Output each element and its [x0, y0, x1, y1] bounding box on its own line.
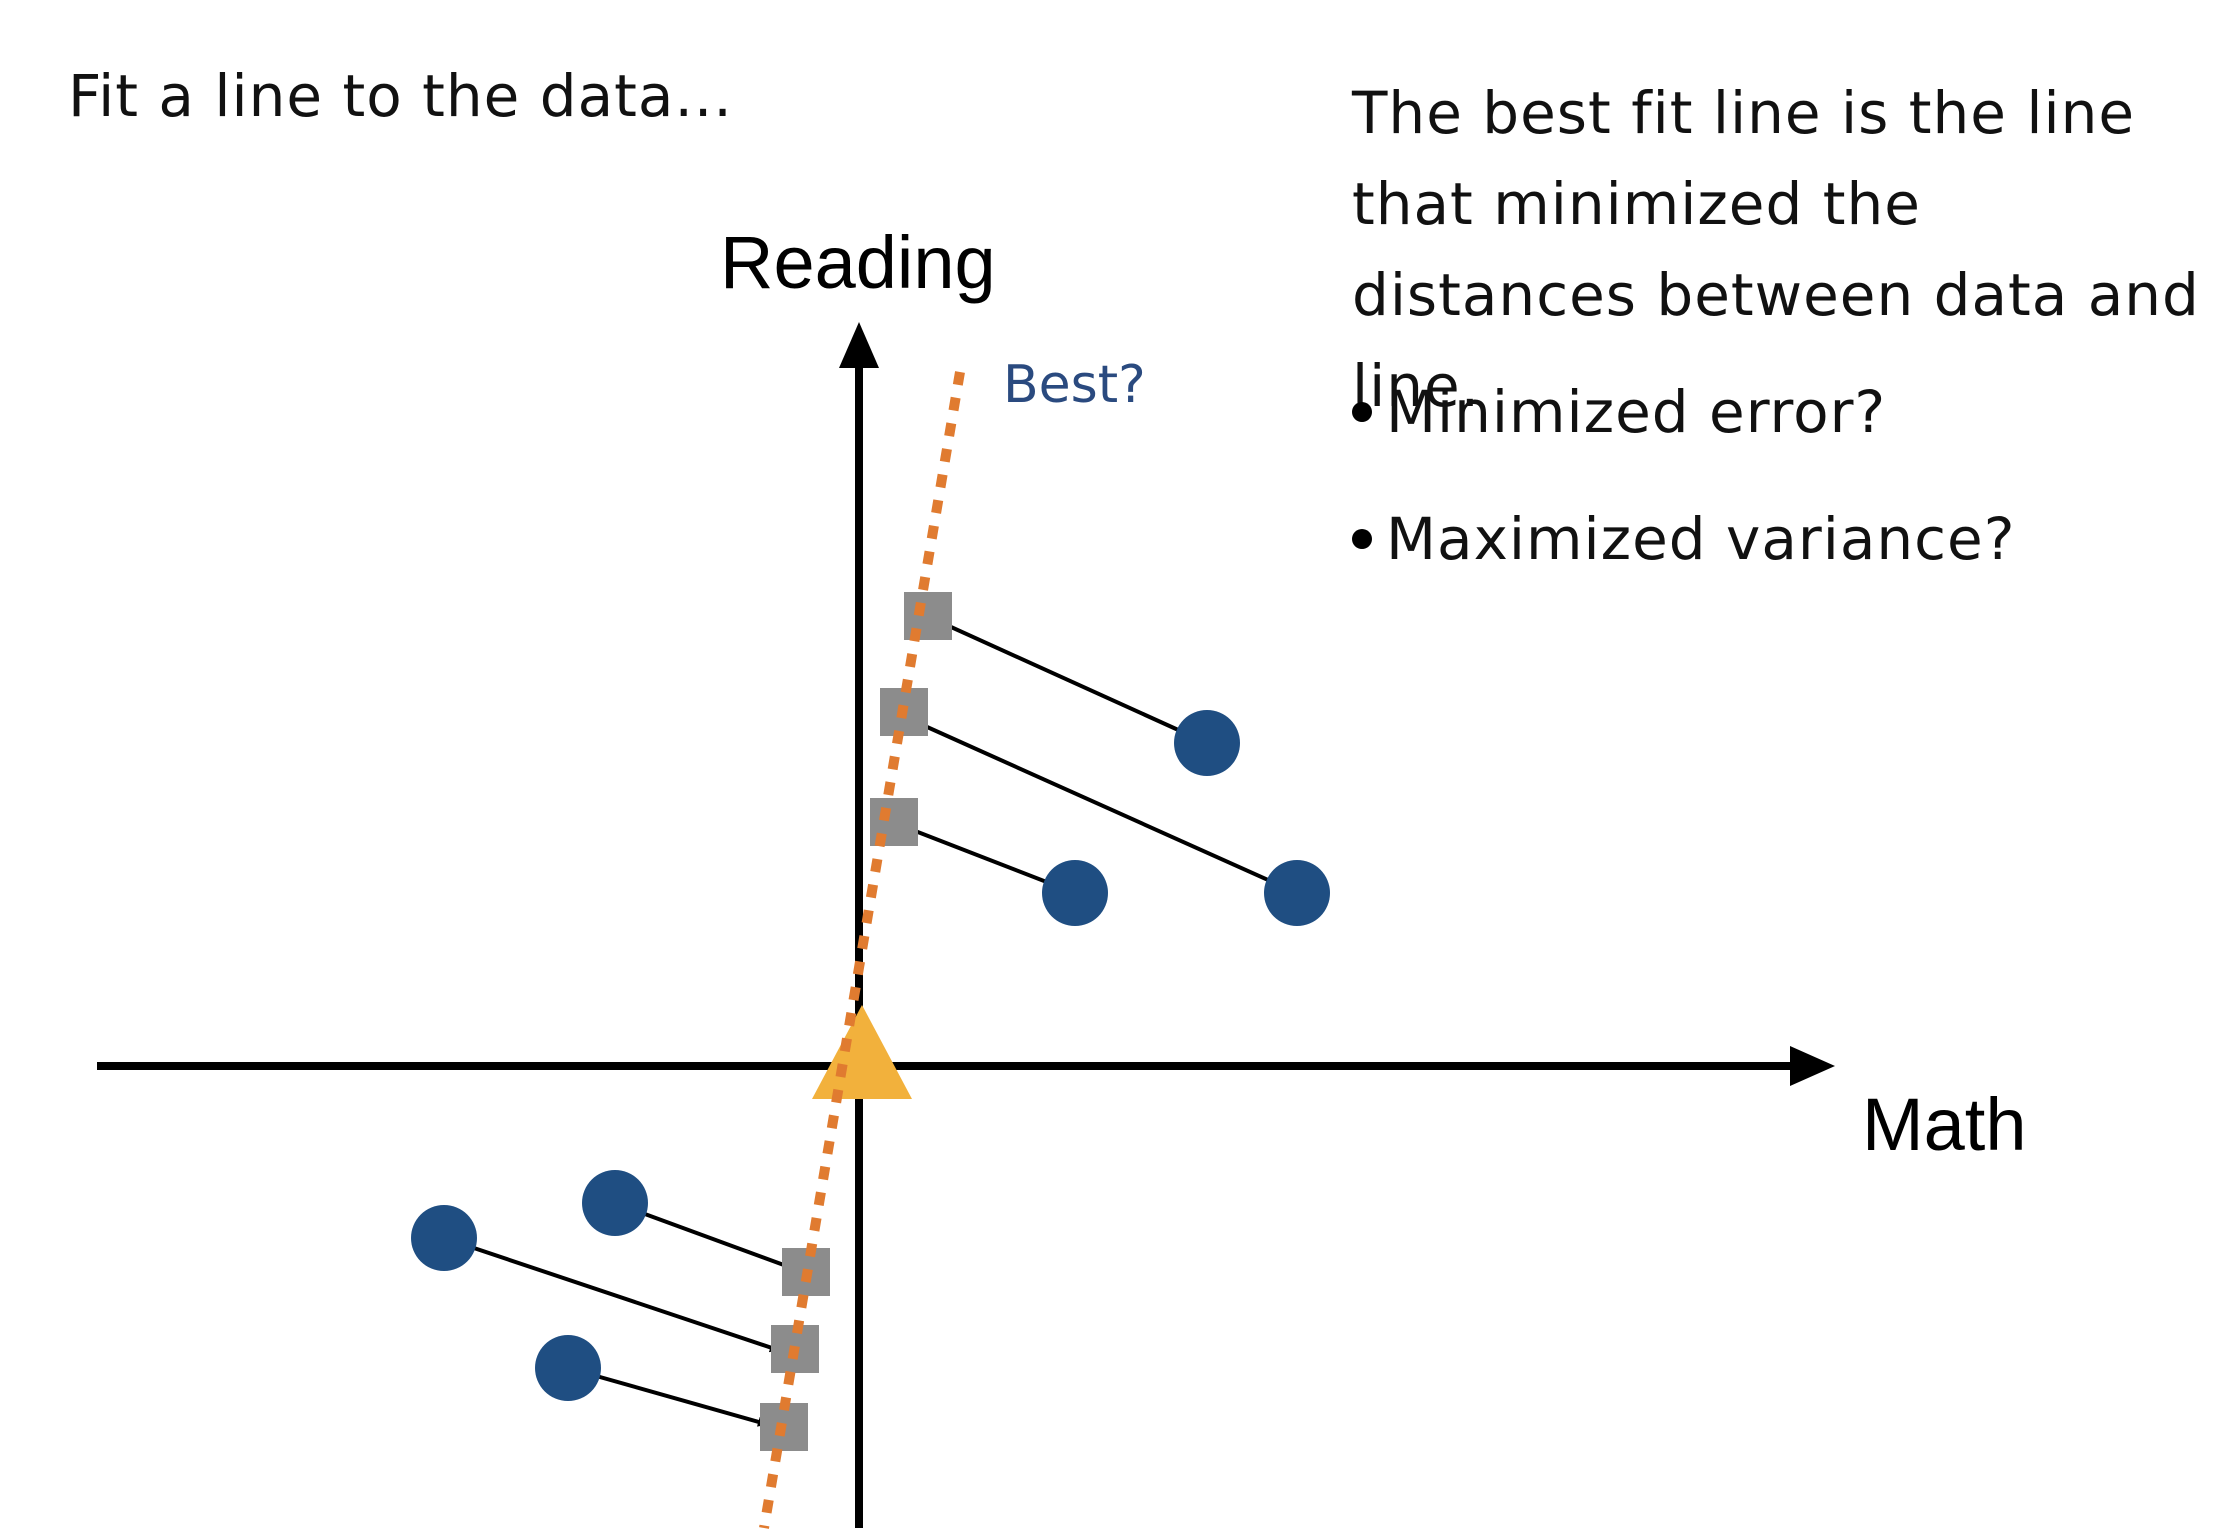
best-line-label: Best? — [1003, 355, 1146, 415]
intro-text: Fit a line to the data... — [68, 62, 733, 130]
bullet-item: Minimized error? — [1352, 378, 1886, 446]
data-point — [1264, 860, 1330, 926]
y-axis-arrowhead-icon — [839, 322, 879, 368]
bullet-label: Minimized error? — [1386, 378, 1887, 446]
data-point — [1042, 860, 1108, 926]
data-point — [1174, 710, 1240, 776]
projection-arrow — [914, 720, 1298, 895]
projection-arrow — [938, 620, 1208, 745]
x-axis-label: Math — [1862, 1083, 2027, 1166]
triangle-icon — [812, 1005, 912, 1099]
bullet-item: Maximized variance? — [1352, 505, 2016, 573]
x-axis-arrowhead-icon — [1790, 1046, 1835, 1086]
projection-arrow — [443, 1236, 780, 1353]
y-axis-label: Reading — [720, 221, 996, 304]
data-point — [535, 1335, 601, 1401]
bullet-label: Maximized variance? — [1386, 505, 2016, 573]
data-point — [582, 1170, 648, 1236]
data-point — [411, 1205, 477, 1271]
bullet-dot-icon — [1352, 528, 1372, 549]
bullet-dot-icon — [1352, 401, 1372, 422]
explanation-text: The best fit line is the line that minim… — [1352, 79, 2200, 420]
projection-arrow — [567, 1366, 768, 1427]
